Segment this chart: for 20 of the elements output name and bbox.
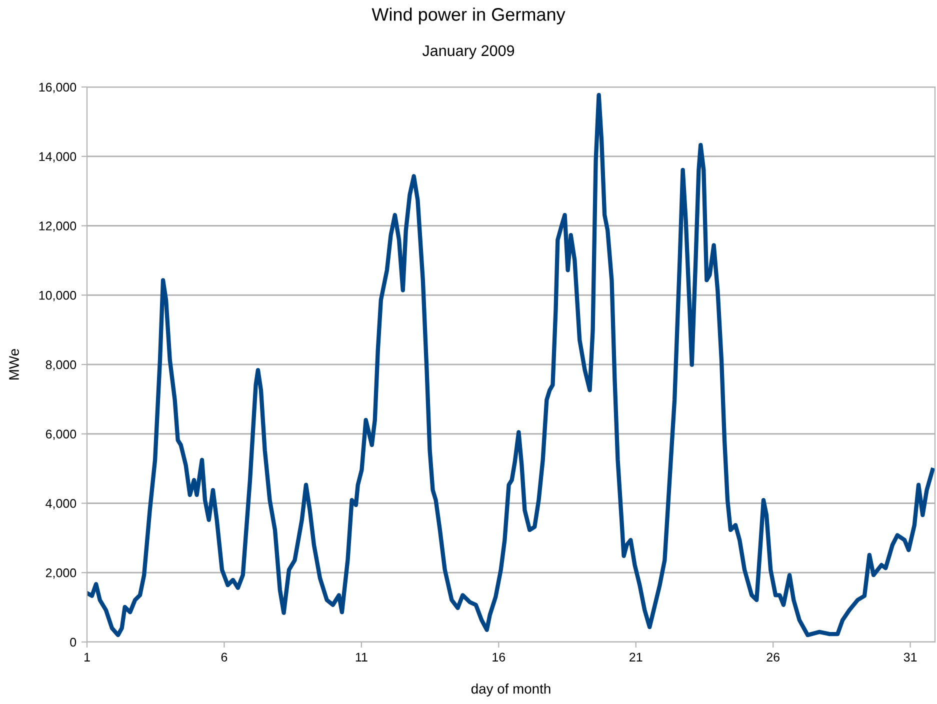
x-tick-label: 21 <box>630 652 642 662</box>
y-axis-title: MWe <box>9 349 19 380</box>
x-tick-label: 1 <box>84 652 90 662</box>
x-tick-label: 11 <box>356 652 368 662</box>
y-tick-label: 16,000 <box>39 82 76 94</box>
y-tick-label: 4,000 <box>46 499 76 510</box>
y-tick-label: 6,000 <box>46 430 76 440</box>
y-tick-label: 0 <box>70 638 76 647</box>
chart-title: Wind power in Germany <box>372 8 566 24</box>
x-tick-label: 31 <box>904 652 917 662</box>
y-tick-label: 14,000 <box>39 152 76 163</box>
x-tick-label: 6 <box>221 652 228 662</box>
x-tick-label: 26 <box>766 652 780 662</box>
y-tick-label: 12,000 <box>39 222 76 232</box>
y-tick-label: 2,000 <box>46 568 76 579</box>
x-axis-title: day of month <box>471 684 550 696</box>
y-tick-label: 8,000 <box>46 360 76 371</box>
x-tick-label: 16 <box>492 652 506 662</box>
y-tick-label: 10,000 <box>39 290 76 302</box>
chart-subtitle: January 2009 <box>422 45 514 60</box>
